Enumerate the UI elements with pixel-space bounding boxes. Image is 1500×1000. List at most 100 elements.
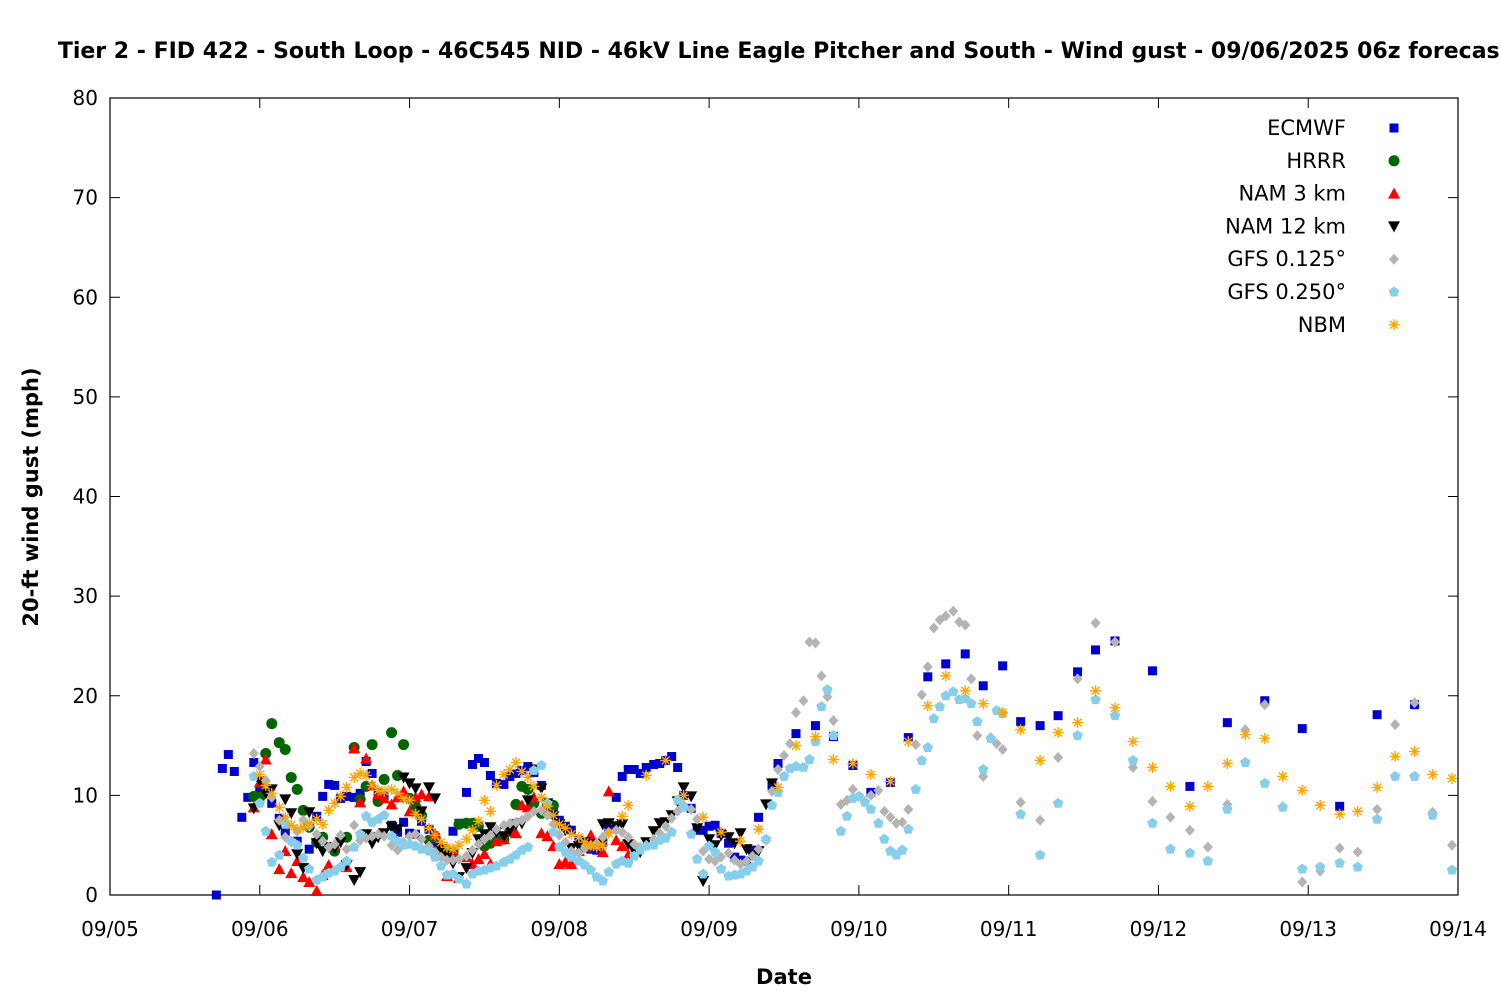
data-point (1016, 717, 1026, 727)
data-point (466, 824, 478, 836)
data-point (460, 833, 472, 845)
data-point (940, 670, 952, 682)
data-point (766, 778, 779, 790)
data-point (686, 803, 697, 815)
data-point (596, 846, 609, 858)
data-point (310, 885, 323, 897)
data-point (1371, 781, 1383, 793)
data-point (753, 843, 764, 855)
series-gfs-0-250- (248, 684, 1458, 889)
data-point (1146, 761, 1158, 773)
data-point (1109, 702, 1121, 714)
data-point (934, 701, 945, 712)
y-tick-label: 0 (85, 883, 98, 907)
y-tick-label: 10 (73, 783, 98, 807)
data-point (603, 827, 615, 839)
data-point (386, 727, 398, 739)
data-point (366, 779, 378, 791)
legend-label: NAM 3 km (1238, 182, 1346, 206)
data-point (585, 839, 597, 851)
data-point (1352, 846, 1363, 858)
data-point (790, 707, 801, 719)
data-point (1409, 697, 1420, 709)
data-point (597, 831, 608, 843)
data-point (1127, 736, 1139, 748)
data-point (778, 770, 790, 781)
data-point (485, 770, 495, 780)
data-point (1053, 752, 1064, 764)
data-point (348, 771, 360, 783)
data-point (273, 801, 285, 813)
data-point (528, 764, 540, 775)
data-point (211, 890, 221, 900)
data-point (548, 826, 559, 837)
data-point (485, 829, 496, 841)
data-point (804, 754, 815, 764)
chart-title: Tier 2 - FID 422 - South Loop - 46C545 N… (58, 39, 1500, 64)
data-point (1147, 795, 1158, 807)
data-point (1184, 824, 1195, 836)
data-point (1334, 842, 1345, 854)
data-point (297, 852, 309, 863)
data-point (536, 759, 547, 770)
data-point (504, 817, 515, 829)
data-point (617, 771, 627, 781)
data-point (378, 792, 391, 804)
x-tick-label: 09/09 (680, 917, 738, 941)
data-point (879, 833, 890, 844)
data-point (303, 817, 315, 829)
data-point (553, 818, 565, 830)
data-point (692, 813, 703, 825)
data-point (280, 826, 290, 836)
data-point (1334, 808, 1346, 820)
data-point (602, 785, 615, 797)
y-tick-label: 20 (73, 684, 98, 708)
data-point (579, 836, 591, 848)
data-point (816, 670, 827, 682)
data-point (616, 819, 629, 831)
legend-marker (1388, 155, 1400, 167)
data-point (435, 860, 447, 871)
data-point (378, 773, 390, 785)
data-point (928, 622, 939, 634)
data-point (697, 876, 710, 888)
x-tick-label: 09/08 (531, 917, 589, 941)
data-point (341, 781, 353, 793)
data-point (303, 876, 316, 888)
data-point (1072, 730, 1083, 741)
data-point (334, 837, 347, 849)
data-point (791, 729, 801, 739)
legend: ECMWF HRRR NAM 3 km NAM 12 km GFS 0.125° GFS … (1225, 116, 1400, 337)
data-point (1165, 843, 1176, 854)
data-point (709, 846, 721, 857)
data-point (1296, 784, 1308, 796)
data-point (1372, 710, 1382, 720)
data-point (273, 863, 286, 875)
data-point (923, 672, 933, 682)
data-point (672, 794, 683, 805)
data-point (1052, 797, 1064, 808)
y-tick-label: 60 (73, 285, 98, 309)
data-point (1202, 780, 1214, 792)
data-point (966, 673, 977, 685)
data-point (354, 867, 367, 879)
data-point (505, 771, 515, 781)
data-point (784, 738, 795, 750)
data-point (948, 605, 959, 617)
data-point (260, 779, 272, 791)
data-point (297, 871, 310, 883)
data-point (461, 878, 472, 889)
data-point (685, 791, 698, 803)
data-point (666, 812, 677, 824)
data-point (497, 831, 510, 843)
data-point (473, 754, 483, 764)
data-point (461, 787, 471, 797)
data-point (611, 792, 621, 802)
data-point (710, 820, 720, 830)
data-point (1446, 864, 1458, 875)
data-point (447, 843, 459, 855)
data-point (1222, 803, 1233, 814)
data-point (1072, 717, 1084, 729)
data-point (391, 824, 404, 836)
